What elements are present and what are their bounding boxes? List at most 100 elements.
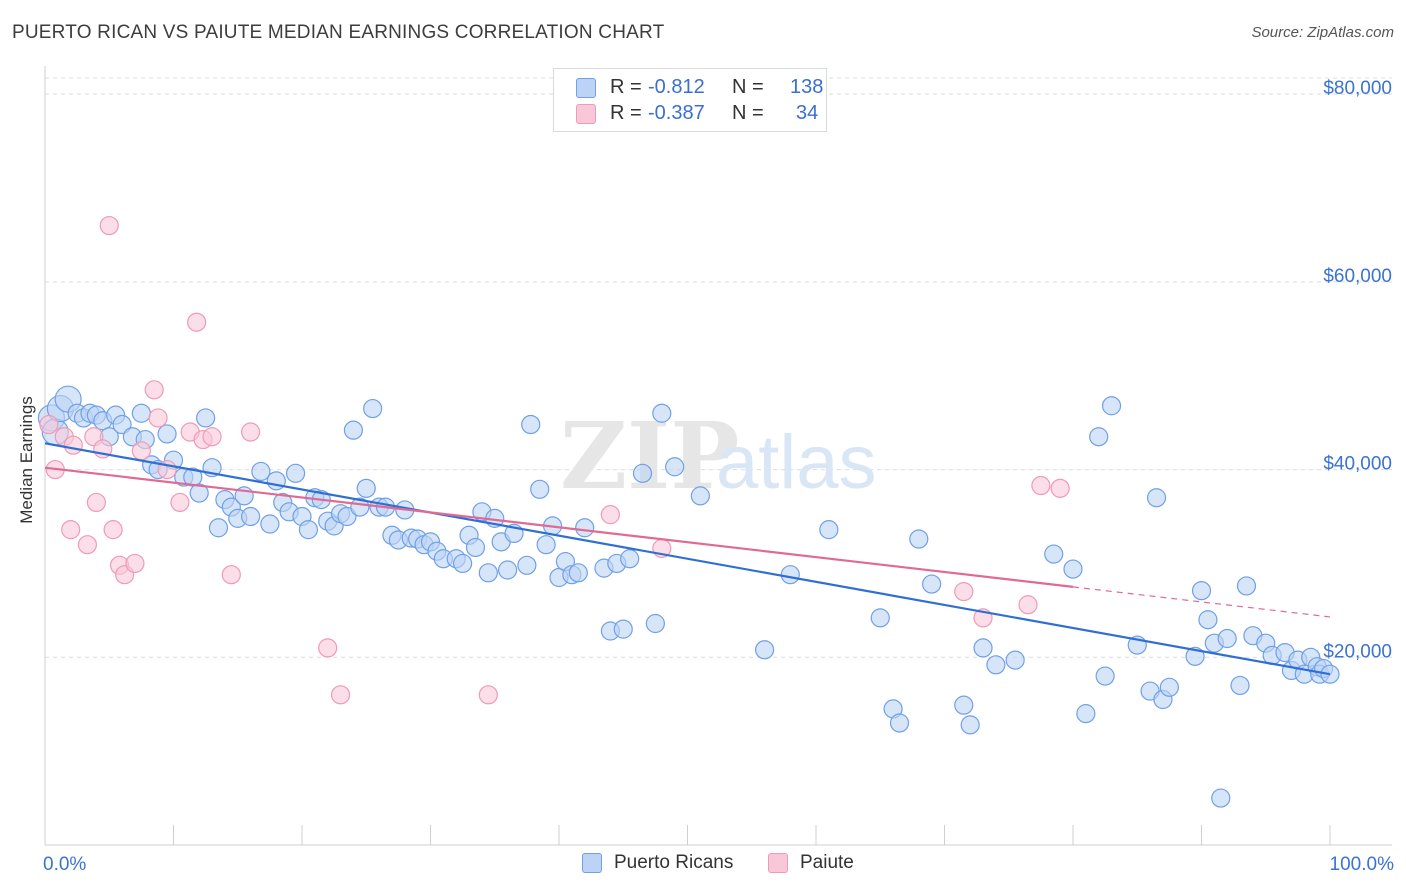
x-tick-label: 0.0% — [43, 854, 86, 875]
point-paiute — [39, 414, 59, 435]
x-tick-label: 100.0% — [1330, 854, 1395, 875]
point-puerto-ricans — [298, 520, 319, 540]
point-puerto-ricans — [1005, 650, 1025, 670]
series-label-paiute: Paiute — [800, 852, 854, 873]
point-paiute — [202, 427, 222, 447]
point-paiute — [954, 581, 974, 602]
point-puerto-ricans — [465, 537, 486, 558]
point-puerto-ricans — [1198, 610, 1218, 630]
trend-line-paiute — [44, 466, 1074, 588]
point-puerto-ricans — [1089, 427, 1109, 447]
y-tick-label: $40,000 — [1323, 454, 1392, 475]
point-puerto-ricans — [754, 640, 775, 660]
point-puerto-ricans — [285, 463, 306, 483]
legend-r-label: R = — [610, 76, 642, 98]
point-paiute — [1018, 595, 1038, 615]
y-tick-label: $20,000 — [1323, 641, 1392, 662]
legend-n-label: N = — [732, 76, 764, 98]
point-puerto-ricans — [986, 655, 1006, 675]
point-paiute — [86, 492, 107, 513]
point-puerto-ricans — [196, 408, 216, 428]
point-puerto-ricans — [819, 520, 839, 540]
point-paiute — [144, 380, 164, 400]
point-paiute — [221, 565, 241, 585]
series-label-puerto-ricans: Puerto Ricans — [614, 852, 734, 873]
y-tick-label: $60,000 — [1323, 266, 1392, 287]
point-puerto-ricans — [1101, 396, 1122, 416]
point-puerto-ricans — [478, 563, 498, 583]
point-puerto-ricans — [973, 638, 993, 658]
series-swatch-paiute — [768, 853, 788, 873]
watermark-atlas: atlas — [716, 420, 877, 505]
trend-line-puerto-ricans — [44, 442, 1331, 676]
legend-r-label: R = — [610, 102, 642, 124]
legend-n-value: 34 — [796, 102, 819, 124]
point-puerto-ricans — [517, 555, 537, 575]
point-paiute — [187, 312, 207, 332]
chart-title: PUERTO RICAN VS PAIUTE MEDIAN EARNINGS C… — [12, 22, 665, 43]
y-tick-label: $80,000 — [1323, 78, 1392, 99]
point-paiute — [61, 520, 81, 540]
point-paiute — [131, 441, 151, 461]
point-paiute — [170, 492, 190, 513]
grid-lines — [45, 77, 1392, 658]
point-puerto-ricans — [620, 549, 640, 569]
point-paiute — [1031, 475, 1051, 496]
point-paiute — [600, 505, 621, 525]
point-paiute — [478, 685, 498, 705]
point-puerto-ricans — [536, 535, 556, 555]
legend-n-value: 138 — [790, 76, 824, 98]
watermark-zip: ZIP — [560, 402, 739, 510]
source-note: Source: ZipAtlas.com — [1251, 24, 1394, 41]
point-puerto-ricans — [131, 403, 151, 423]
point-puerto-ricans — [337, 506, 357, 527]
series-paiute-points — [39, 215, 1070, 705]
point-paiute — [77, 535, 98, 555]
point-puerto-ricans — [870, 608, 890, 628]
point-puerto-ricans — [575, 518, 595, 538]
point-puerto-ricans — [632, 463, 653, 483]
point-paiute — [103, 520, 123, 540]
point-paiute — [330, 685, 351, 705]
point-paiute — [125, 553, 145, 574]
point-puerto-ricans — [665, 457, 685, 477]
point-puerto-ricans — [1230, 675, 1250, 696]
point-puerto-ricans — [652, 403, 672, 423]
point-puerto-ricans — [1236, 576, 1257, 596]
point-puerto-ricans — [922, 574, 942, 594]
point-paiute — [148, 408, 168, 428]
point-paiute — [1050, 478, 1070, 498]
point-puerto-ricans — [1211, 788, 1231, 808]
point-puerto-ricans — [241, 506, 261, 527]
point-puerto-ricans — [1159, 677, 1179, 697]
point-puerto-ricans — [521, 414, 541, 435]
point-puerto-ricans — [1095, 666, 1115, 686]
point-puerto-ricans — [909, 529, 929, 549]
legend-swatch-paiute — [576, 104, 596, 124]
point-paiute — [241, 422, 261, 442]
point-puerto-ricans — [112, 414, 132, 435]
point-puerto-ricans — [1191, 581, 1212, 601]
legend-swatch-puerto-ricans — [576, 78, 596, 98]
tick-labels: $20,000 $40,000 $60,000 $80,000 0.0% 100.0% — [43, 78, 1394, 875]
point-puerto-ricans — [1217, 628, 1237, 649]
point-puerto-ricans — [568, 563, 588, 583]
legend-r-value: -0.387 — [648, 102, 705, 124]
point-puerto-ricans — [889, 713, 910, 733]
point-puerto-ricans — [260, 514, 280, 534]
point-puerto-ricans — [498, 560, 518, 580]
legend-n-label: N = — [732, 102, 764, 124]
point-puerto-ricans — [613, 619, 633, 639]
point-puerto-ricans — [954, 695, 974, 715]
point-puerto-ricans — [1044, 544, 1064, 564]
point-puerto-ricans — [960, 715, 980, 735]
point-paiute — [318, 638, 338, 658]
point-puerto-ricans — [530, 479, 550, 499]
point-puerto-ricans — [189, 483, 209, 503]
point-paiute — [63, 435, 83, 455]
legend-r-value: -0.812 — [648, 76, 705, 98]
axes — [44, 66, 1392, 846]
point-paiute — [99, 215, 119, 236]
y-axis-label: Median Earnings — [17, 396, 36, 524]
